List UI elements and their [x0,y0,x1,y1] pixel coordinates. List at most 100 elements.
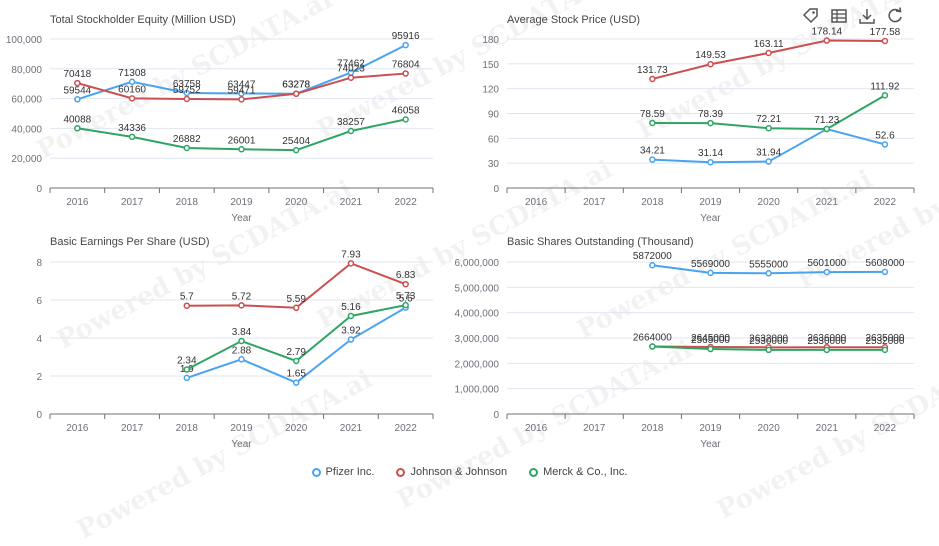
y-tick-label: 0 [493,410,499,421]
data-label: 74023 [337,64,365,75]
data-point [402,280,409,288]
data-label: 2565000 [691,335,730,346]
data-point [881,92,889,99]
data-point [74,79,81,87]
data-label: 5.73 [396,291,416,302]
y-tick-label: 6,000,000 [455,258,500,269]
x-tick-label: 2022 [395,197,418,208]
x-tick-label: 2020 [758,423,781,434]
data-point [183,89,191,97]
x-axis-title: Year [231,213,252,224]
download-icon[interactable] [857,6,877,26]
chart-title: Total Stockholder Equity (Million USD) [50,14,236,26]
data-label: 2636000 [807,333,846,344]
data-label: 59544 [63,85,91,96]
data-label: 5.7 [180,292,194,303]
data-label: 59752 [173,85,201,96]
legend-label: Pfizer Inc. [325,466,375,478]
data-point [292,146,300,154]
legend-item-jnj[interactable]: Johnson & Johnson [396,466,507,478]
y-tick-label: 1,000,000 [455,385,500,396]
x-tick-label: 2018 [641,423,664,434]
data-label: 5.59 [286,294,306,305]
data-label: 3.84 [232,327,252,338]
y-tick-label: 30 [488,159,500,170]
data-point [823,268,831,276]
x-tick-label: 2017 [121,197,144,208]
data-label: 38257 [337,117,365,128]
data-point [74,96,81,103]
data-point [765,158,772,165]
data-point [347,312,355,320]
x-tick-label: 2016 [66,423,89,434]
x-tick-label: 2017 [583,197,606,208]
data-label: 178.14 [811,27,842,38]
data-point [707,345,714,353]
data-label: 2632000 [749,333,788,344]
y-tick-label: 2,000,000 [455,359,500,370]
data-label: 60160 [118,84,146,95]
legend-item-merck[interactable]: Merck & Co., Inc. [529,466,627,478]
data-label: 31.14 [698,148,723,159]
data-point [238,356,245,363]
chart-title: Basic Shares Outstanding (Thousand) [507,236,694,248]
chart-canvas: Total Stockholder Equity (Million USD) 0 2… [6,14,915,450]
y-tick-label: 80,000 [11,65,42,76]
data-point [292,90,300,97]
data-point [402,116,409,123]
data-point [402,301,409,309]
data-point [881,141,889,148]
data-label: 2635000 [865,333,904,344]
data-point [765,124,772,132]
chart-toolbar [801,6,905,26]
legend-item-pfizer[interactable]: Pfizer Inc. [311,466,375,478]
data-label: 5608000 [865,258,904,269]
y-tick-label: 3,000,000 [455,334,500,345]
chart-title: Average Stock Price (USD) [507,14,640,26]
x-tick-label: 2016 [525,423,548,434]
data-label: 63278 [282,80,310,91]
data-label: 5.72 [232,291,252,302]
data-point [183,302,191,309]
data-point [347,260,355,267]
y-tick-label: 150 [482,60,499,71]
data-label: 5.6 [399,294,413,305]
x-tick-label: 2021 [816,197,839,208]
y-tick-label: 60 [488,134,500,145]
x-tick-label: 2016 [66,197,89,208]
y-tick-label: 180 [482,35,499,46]
x-tick-label: 2020 [285,197,308,208]
tag-icon[interactable] [801,6,821,26]
data-point [649,156,656,163]
x-tick-label: 2022 [874,197,897,208]
data-label: 34336 [118,123,146,134]
data-label: 71.23 [814,115,839,126]
y-tick-label: 0 [36,184,42,195]
y-tick-label: 60,000 [11,95,42,106]
data-point [238,96,245,103]
x-tick-label: 2020 [758,197,781,208]
data-point [649,119,656,127]
table-icon[interactable] [829,6,849,26]
data-point [292,357,300,365]
data-point [823,125,831,133]
data-label: 2530000 [807,336,846,347]
data-label: 34.21 [640,146,665,157]
legend-label: Johnson & Johnson [410,466,508,478]
data-label: 5555000 [749,259,788,270]
x-tick-label: 2021 [340,197,363,208]
refresh-icon[interactable] [885,6,905,26]
data-point [183,144,191,152]
data-label: 2530000 [749,336,788,347]
data-label: 63758 [173,79,201,90]
data-label: 52.6 [875,130,895,141]
chart-legend: Pfizer Inc. Johnson & Johnson Merck & Co… [0,466,939,478]
x-tick-label: 2021 [816,423,839,434]
data-point [128,78,136,86]
data-label: 70418 [63,69,91,80]
data-label: 63278 [282,80,310,91]
data-label: 2.79 [286,347,306,358]
x-axis-title: Year [700,439,721,450]
data-label: 149.53 [695,50,726,61]
data-label: 2.88 [232,345,252,356]
